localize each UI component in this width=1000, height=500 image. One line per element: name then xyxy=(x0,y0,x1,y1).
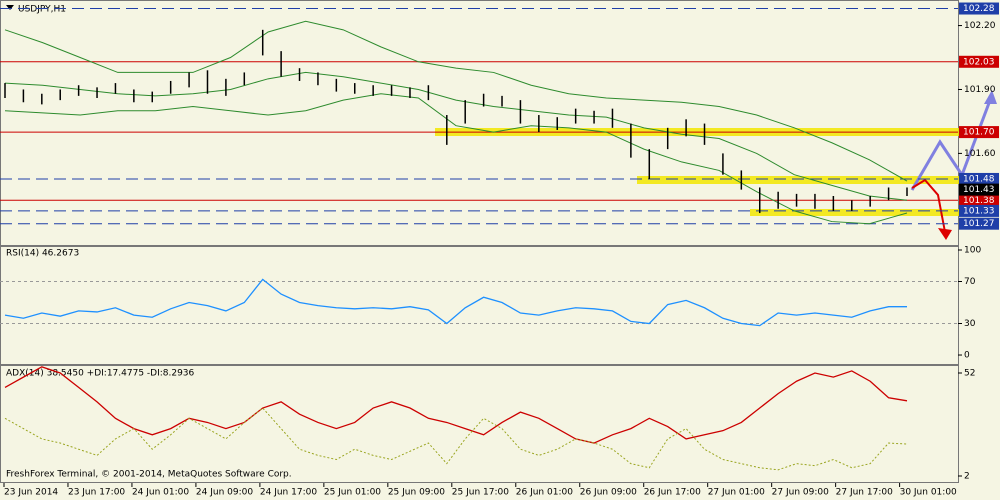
x-tick-label: 27 Jun 17:00 xyxy=(836,488,893,498)
level-label: 101.33 xyxy=(963,206,995,216)
indicator-line xyxy=(4,407,908,471)
y-tick-label: 101.90 xyxy=(964,85,996,95)
copyright: FreshForex Terminal, © 2001-2014, MetaQu… xyxy=(6,470,292,480)
band-lower xyxy=(4,93,908,225)
main-pane xyxy=(0,0,959,246)
price-label: 101.43 xyxy=(963,185,995,195)
y-tick-label: 2 xyxy=(964,471,970,481)
x-tick-label: 26 Jun 17:00 xyxy=(644,488,701,498)
x-tick-label: 23 Jun 17:00 xyxy=(68,488,125,498)
red-arrow xyxy=(911,178,946,233)
level-label-box xyxy=(959,126,999,139)
arrow-head xyxy=(984,90,997,104)
x-tick-label: 25 Jun 17:00 xyxy=(452,488,509,498)
yellow-zone xyxy=(750,209,960,216)
level-label-box xyxy=(959,2,999,15)
x-tick-label: 30 Jun 01:00 xyxy=(900,488,957,498)
arrow-head xyxy=(938,228,952,240)
symbol-title: USDJPY,H1 xyxy=(18,5,66,15)
y-tick-label: 30 xyxy=(964,319,976,329)
x-tick-label: 27 Jun 01:00 xyxy=(708,488,765,498)
yellow-zone xyxy=(637,176,960,184)
y-tick-label: 102.20 xyxy=(964,21,996,31)
indicator-line xyxy=(4,278,907,327)
x-tick-label: 27 Jun 09:00 xyxy=(772,488,829,498)
adx-title: ADX(14) 38.5450 +DI:17.4775 -DI:8.2936 xyxy=(6,369,195,379)
level-label: 102.03 xyxy=(963,57,995,67)
x-tick-label: 24 Jun 01:00 xyxy=(132,488,189,498)
x-tick-label: 25 Jun 09:00 xyxy=(388,488,445,498)
level-label-box xyxy=(959,217,999,230)
band-upper xyxy=(4,20,908,182)
level-label: 101.27 xyxy=(963,219,995,229)
level-label-box xyxy=(959,194,999,207)
x-tick-label: 24 Jun 17:00 xyxy=(260,488,317,498)
y-tick-label: 52 xyxy=(964,369,975,379)
x-tick-label: 26 Jun 09:00 xyxy=(580,488,637,498)
level-label: 101.38 xyxy=(963,196,995,206)
level-label-box xyxy=(959,172,999,185)
level-label-box xyxy=(959,55,999,68)
x-tick-label: 25 Jun 01:00 xyxy=(324,488,381,498)
y-tick-label: 100 xyxy=(964,245,981,255)
adx-pane xyxy=(0,365,959,483)
level-label: 101.70 xyxy=(963,128,995,138)
x-tick-label: 26 Jun 01:00 xyxy=(516,488,573,498)
level-label: 101.48 xyxy=(963,174,995,184)
rsi-pane xyxy=(0,246,959,365)
y-tick-label: 70 xyxy=(964,277,976,287)
x-tick-label: 23 Jun 2014 xyxy=(4,488,58,498)
band-middle xyxy=(4,71,908,201)
menu-icon xyxy=(6,5,14,10)
y-tick-label: 101.60 xyxy=(964,149,996,159)
rsi-title: RSI(14) 46.2673 xyxy=(6,249,79,259)
indicator-line xyxy=(4,366,908,444)
price-label-box xyxy=(959,183,999,196)
x-tick-label: 24 Jun 09:00 xyxy=(196,488,253,498)
level-label-box xyxy=(959,204,999,217)
level-label: 102.28 xyxy=(963,4,995,14)
y-tick-label: 0 xyxy=(964,351,970,361)
